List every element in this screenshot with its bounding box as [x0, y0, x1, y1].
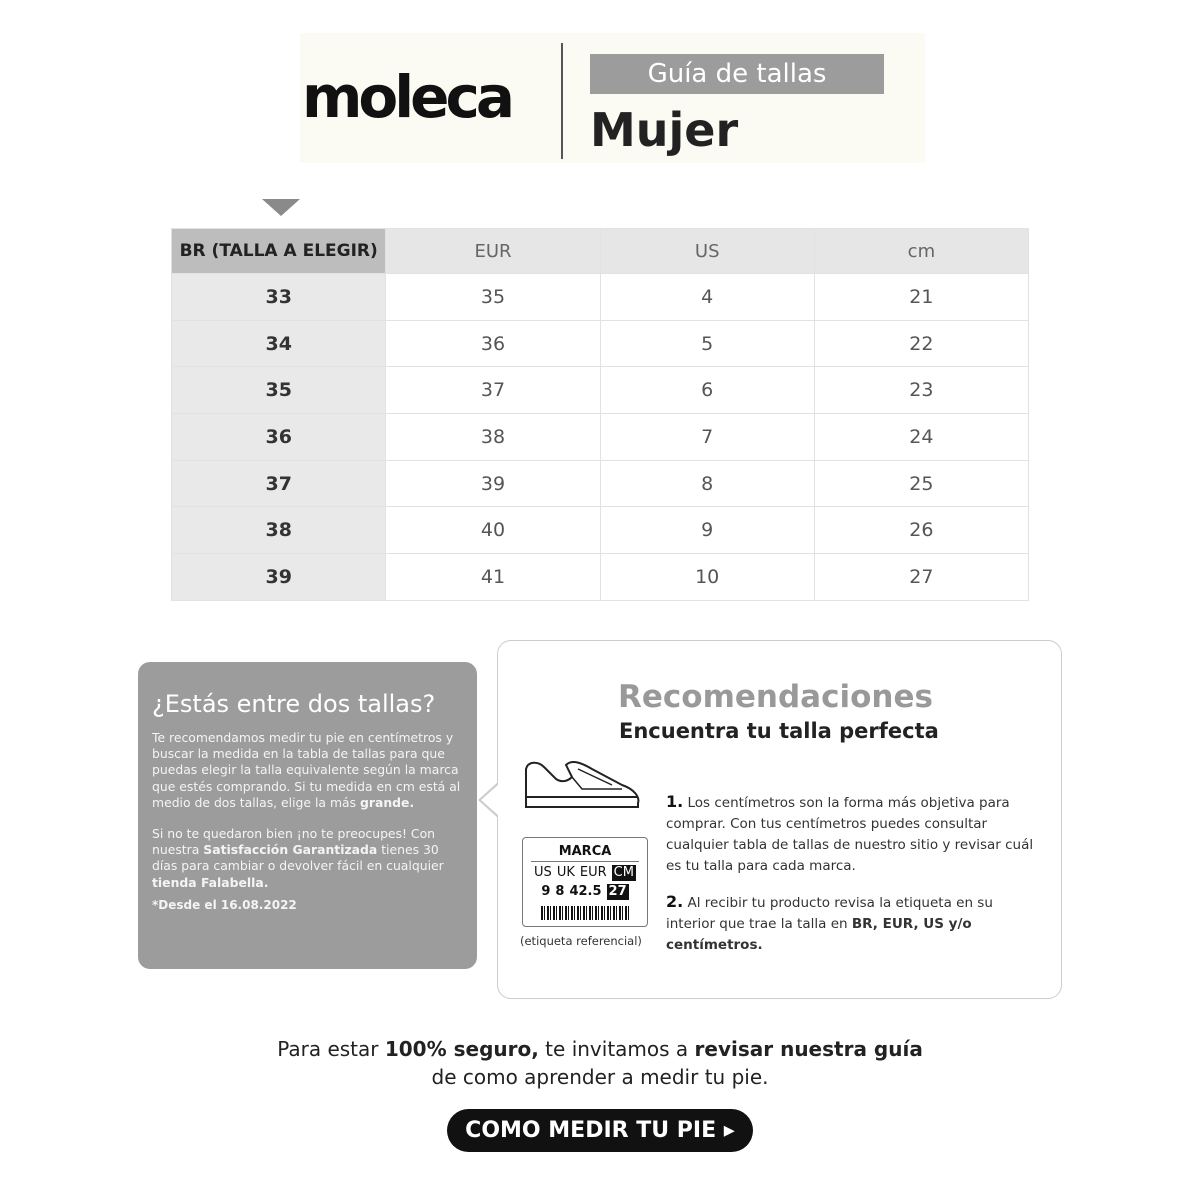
panel-text: Te recomendamos medir tu pie en centímet… — [152, 730, 461, 810]
table-cell: 38 — [170, 506, 387, 555]
barcode-icon — [541, 906, 629, 920]
table-row: 39 41 10 27 — [170, 553, 1030, 601]
label-val: 8 — [555, 884, 565, 899]
table-row: 36 38 7 24 — [170, 413, 1030, 461]
reco-title: Recomendaciones — [618, 679, 933, 715]
table-cell: 39 — [170, 553, 387, 601]
table-cell: 23 — [813, 366, 1030, 415]
table-cell: 37 — [170, 459, 387, 508]
since-note: *Desde el 16.08.2022 — [152, 897, 297, 912]
label-val: 42.5 — [569, 884, 602, 899]
table-cell: 27 — [813, 553, 1030, 601]
table-cell: 22 — [813, 319, 1030, 368]
label-brand: MARCA — [531, 844, 639, 862]
panel-text: Si no te quedaron bien ¡no te preocupes!… — [152, 826, 444, 890]
label-col: EUR — [579, 865, 607, 880]
table-cell: 33 — [170, 273, 387, 321]
table-cell: 40 — [385, 506, 601, 555]
size-table: BR (TALLA A ELEGIR) EUR US cm 33 35 4 21 34 36 5 2… — [170, 228, 1030, 601]
table-cell: 7 — [599, 413, 815, 461]
reference-label: MARCA US UK EUR CM 9 8 42.5 27 — [522, 837, 648, 927]
table-cell: 39 — [385, 459, 601, 508]
table-cell: 25 — [813, 459, 1030, 508]
step-2: 2. Al recibir tu producto revisa la etiq… — [666, 892, 993, 953]
table-cell: 21 — [813, 273, 1030, 321]
table-row: 33 35 4 21 — [170, 273, 1030, 321]
label-val: 9 — [541, 884, 551, 899]
table-row: 35 37 6 23 — [170, 366, 1030, 415]
table-cell: 9 — [599, 506, 815, 555]
column-header: cm — [813, 228, 1030, 274]
page-title: Mujer — [590, 103, 739, 157]
table-cell: 36 — [170, 413, 387, 461]
how-to-measure-button[interactable]: COMO MEDIR TU PIE ▸ — [447, 1109, 753, 1152]
table-row: 34 36 5 22 — [170, 319, 1030, 368]
table-cell: 26 — [813, 506, 1030, 555]
table-row: 38 40 9 26 — [170, 506, 1030, 555]
table-cell: 6 — [599, 366, 815, 415]
sneaker-icon — [525, 761, 640, 808]
callout-arrow-fill — [481, 784, 499, 816]
table-cell: 10 — [599, 553, 815, 601]
label-col: UK — [556, 865, 575, 880]
column-header: EUR — [385, 228, 601, 274]
table-cell: 41 — [385, 553, 601, 601]
panel-title: ¿Estás entre dos tallas? — [152, 690, 436, 718]
table-cell: 5 — [599, 319, 815, 368]
table-cell: 4 — [599, 273, 815, 321]
table-cell: 36 — [385, 319, 601, 368]
label-col: CM — [611, 865, 636, 881]
guide-label: Guía de tallas — [590, 54, 884, 94]
table-cell: 34 — [170, 319, 387, 368]
header: moleca Guía de tallas Mujer — [300, 33, 925, 163]
table-cell: 35 — [385, 273, 601, 321]
divider — [561, 43, 563, 159]
table-cell: 37 — [385, 366, 601, 415]
triangle-down-icon — [262, 199, 300, 216]
table-cell: 35 — [170, 366, 387, 415]
table-row: 37 39 8 25 — [170, 459, 1030, 508]
column-header: US — [599, 228, 815, 274]
between-sizes-panel: ¿Estás entre dos tallas? Te recomendamos… — [138, 662, 477, 969]
bottom-text-line-2: de como aprender a medir tu pie. — [431, 1065, 769, 1089]
brand-logo: moleca — [302, 63, 515, 131]
reco-subtitle: Encuentra tu talla perfecta — [619, 719, 939, 743]
label-val: 27 — [606, 884, 629, 900]
bottom-text-line-1: Para estar 100% seguro, te invitamos a r… — [277, 1037, 923, 1061]
column-header: BR (TALLA A ELEGIR) — [170, 228, 387, 274]
step-1: 1. Los centímetros son la forma más obje… — [666, 792, 1034, 874]
table-cell: 38 — [385, 413, 601, 461]
recommendations-panel: Recomendaciones Encuentra tu talla perfe… — [497, 640, 1062, 999]
label-col: US — [534, 865, 552, 880]
table-cell: 8 — [599, 459, 815, 508]
play-arrow-icon: ▸ — [723, 1118, 735, 1143]
label-caption: (etiqueta referencial) — [520, 934, 642, 948]
table-cell: 24 — [813, 413, 1030, 461]
